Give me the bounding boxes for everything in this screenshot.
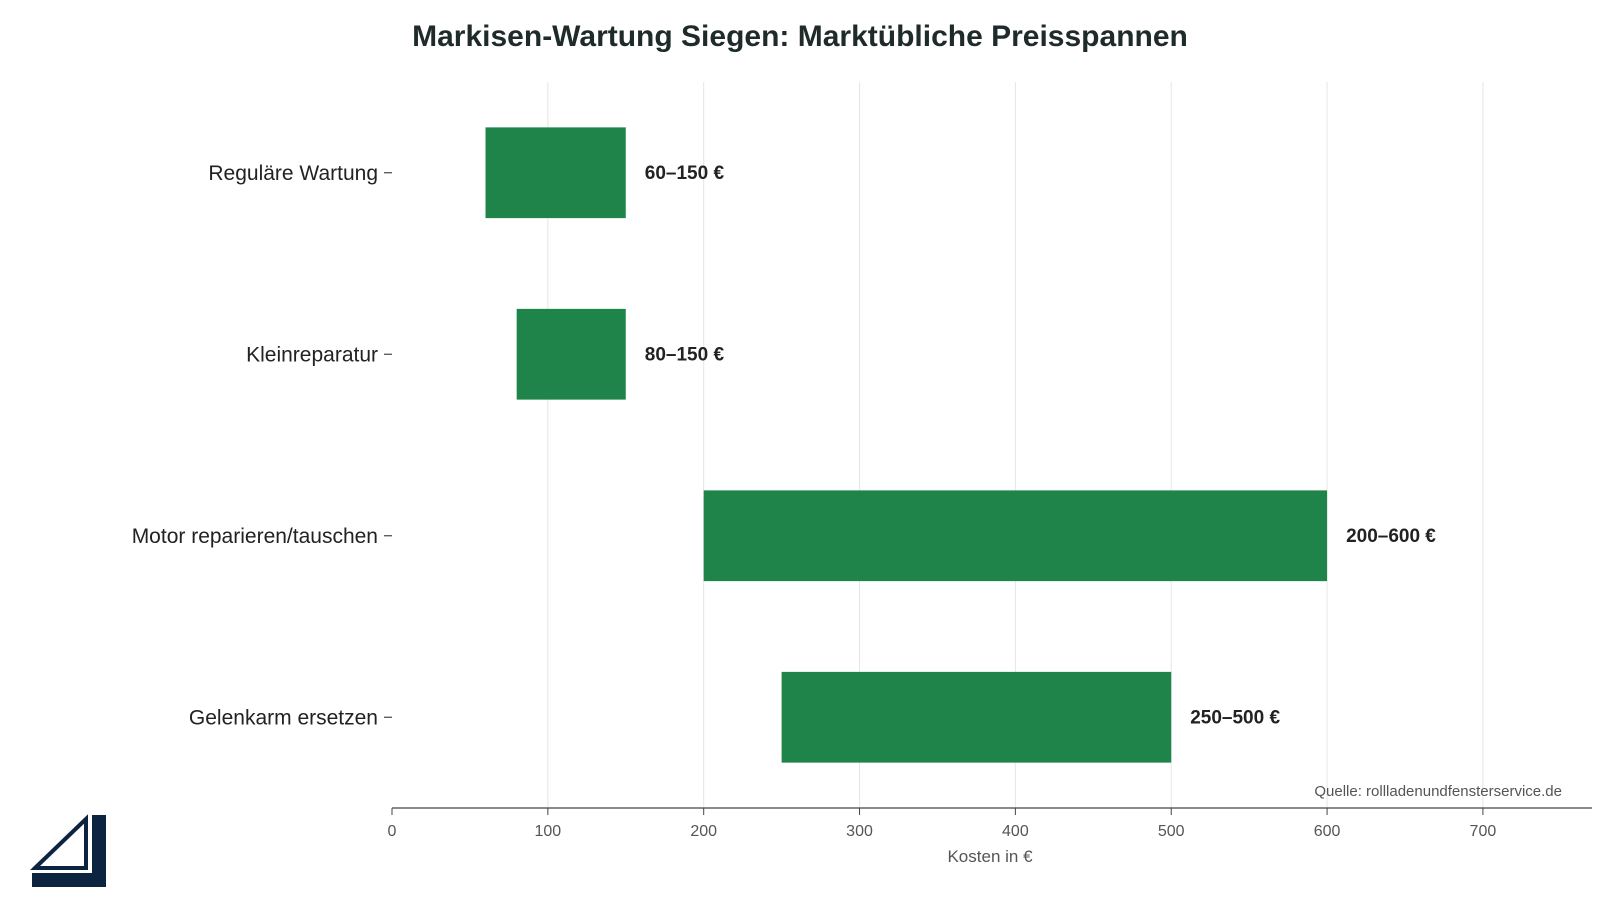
bars: 60–150 € 80–150 € 200–600 € 250–500 € xyxy=(485,127,1436,763)
x-tick-label: 300 xyxy=(846,823,873,840)
x-axis-label: Kosten in € xyxy=(947,847,1033,866)
bar-value-label: 250–500 € xyxy=(1190,707,1280,728)
bar-value-label: 60–150 € xyxy=(645,163,725,184)
x-tick-label: 400 xyxy=(1002,823,1029,840)
source-note: Quelle: rollladenundfensterservice.de xyxy=(1314,783,1562,800)
y-axis: Reguläre Wartung Kleinreparatur Motor repa… xyxy=(132,162,392,729)
x-tick-label: 700 xyxy=(1470,823,1497,840)
range-bar xyxy=(781,671,1172,763)
grid-lines xyxy=(547,82,1484,808)
x-tick-label: 200 xyxy=(690,823,717,840)
window-frame-logo-icon xyxy=(30,814,106,887)
range-bar xyxy=(703,490,1328,582)
bar-value-label: 200–600 € xyxy=(1346,526,1436,547)
range-bar xyxy=(516,308,626,400)
x-tick-label: 600 xyxy=(1314,823,1341,840)
x-tick-label: 100 xyxy=(534,823,561,840)
category-label: Gelenkarm ersetzen xyxy=(189,706,378,729)
x-axis: 0 100 200 300 400 500 600 700 xyxy=(388,807,1592,840)
x-tick-label: 0 xyxy=(388,823,397,840)
x-tick-label: 500 xyxy=(1158,823,1185,840)
category-label: Reguläre Wartung xyxy=(208,162,378,185)
chart-title: Markisen-Wartung Siegen: Marktübliche Pr… xyxy=(412,20,1188,53)
category-label: Kleinreparatur xyxy=(246,343,378,366)
range-bar xyxy=(485,127,626,219)
bar-value-label: 80–150 € xyxy=(645,344,725,365)
category-label: Motor reparieren/tauschen xyxy=(132,525,378,548)
